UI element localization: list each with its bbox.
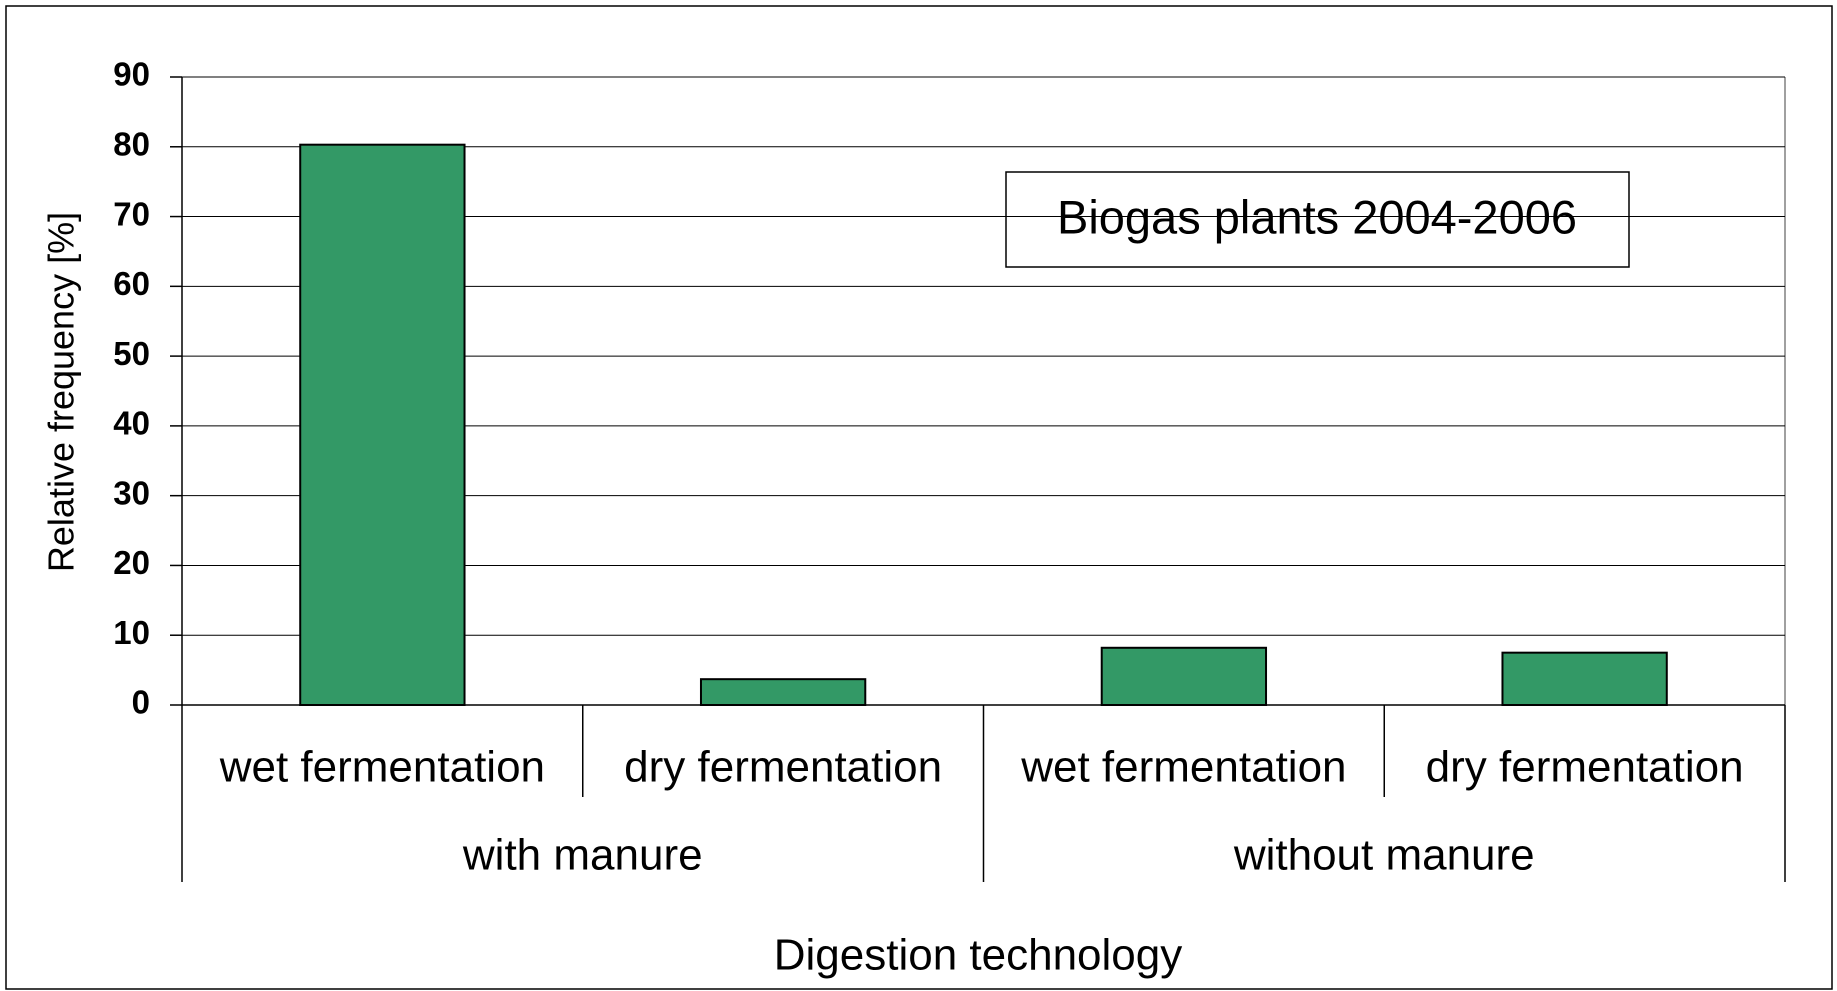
y-tick-label: 90 (113, 56, 150, 93)
y-tick-label: 40 (113, 405, 150, 442)
y-tick-label: 20 (113, 544, 150, 581)
y-tick-label: 70 (113, 195, 150, 232)
group-label: with manure (462, 831, 703, 880)
frame (5, 5, 1833, 990)
x-tick-label: dry fermentation (624, 743, 942, 792)
y-tick-label: 10 (113, 614, 150, 651)
group-label: without manure (1233, 831, 1535, 880)
x-axis-label: Digestion technology (774, 931, 1182, 980)
bar (1501, 651, 1668, 707)
x-tick-label: wet fermentation (219, 743, 545, 792)
x-tick-label: dry fermentation (1426, 743, 1744, 792)
y-tick-label: 50 (113, 335, 150, 372)
x-tick-label: wet fermentation (1020, 743, 1346, 792)
y-axis-label: Relative frequency [%] (41, 212, 82, 572)
y-tick-label: 30 (113, 474, 150, 511)
y-tick-label: 0 (132, 684, 150, 721)
annotation-box (1005, 171, 1630, 268)
y-tick-label: 60 (113, 265, 150, 302)
bar (1100, 646, 1268, 707)
bar (699, 678, 867, 707)
bar (299, 143, 466, 706)
y-tick-label: 80 (113, 125, 150, 162)
